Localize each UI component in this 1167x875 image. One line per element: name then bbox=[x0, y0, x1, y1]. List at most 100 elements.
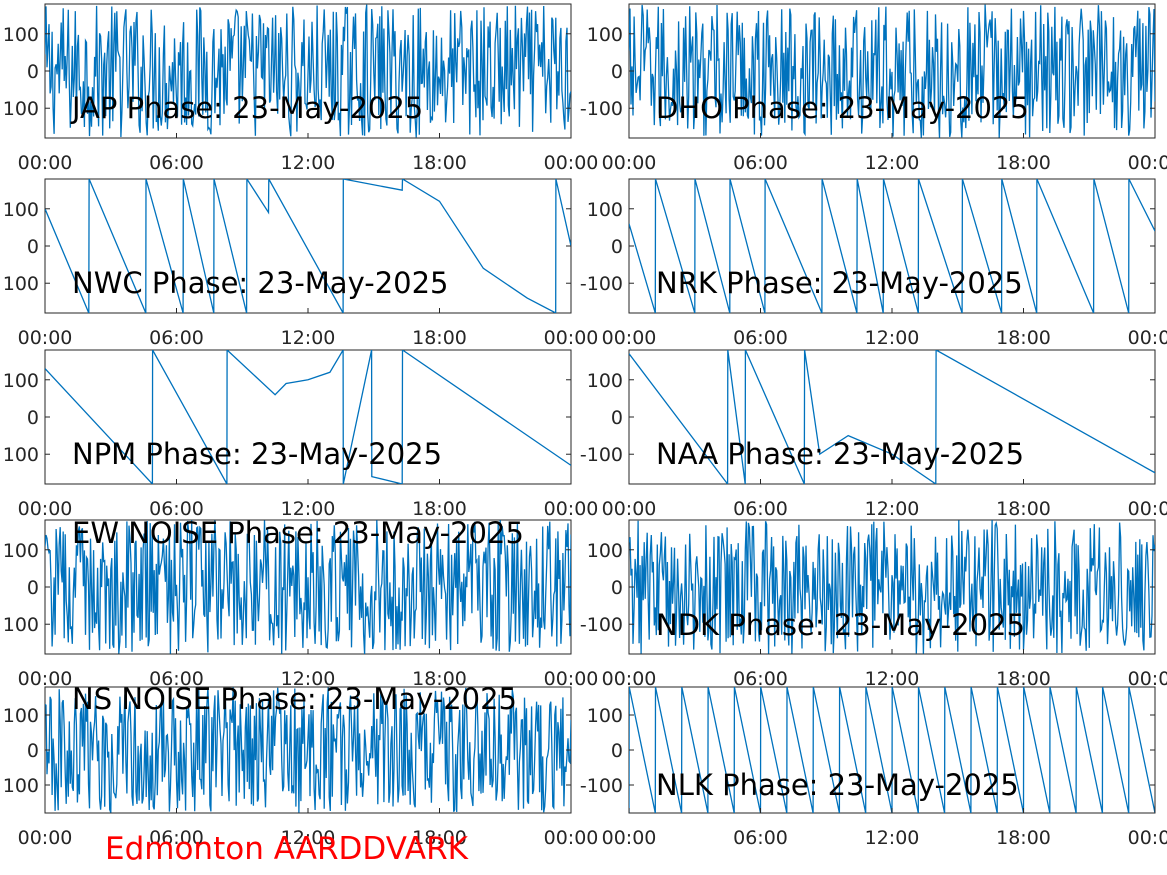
x-tick-label: 18:00 bbox=[996, 827, 1051, 849]
x-tick-label: 06:00 bbox=[149, 827, 204, 849]
x-tick-label: 18:00 bbox=[412, 668, 467, 690]
y-tick-label: 0 bbox=[27, 61, 39, 83]
panel-title: NDK Phase: 23-May-2025 bbox=[656, 608, 1025, 642]
x-tick-label: 06:00 bbox=[149, 498, 204, 520]
y-tick-label: -100 bbox=[580, 444, 623, 466]
x-tick-label: 00:00 bbox=[544, 327, 599, 349]
panel-7: 100 0 100 00:00 06:00 12:00 18:00 00:00 EW NOISE… bbox=[3, 516, 599, 690]
panel-1: 100 0 100 00:00 06:00 12:00 18:00 00:00 JAP Phas… bbox=[3, 3, 599, 174]
y-tick-label: 100 bbox=[587, 540, 623, 562]
x-tick-label: 12:00 bbox=[865, 498, 920, 520]
panel-title: NAA Phase: 23-May-2025 bbox=[656, 437, 1024, 471]
x-tick-label: 12:00 bbox=[281, 827, 336, 849]
y-tick-label: 100 bbox=[3, 98, 39, 120]
y-tick-label: 100 bbox=[3, 775, 39, 797]
y-tick-label: 100 bbox=[3, 705, 39, 727]
x-tick-label: 12:00 bbox=[865, 327, 920, 349]
x-tick-label: 06:00 bbox=[733, 827, 788, 849]
x-tick-label: 18:00 bbox=[412, 327, 467, 349]
y-tick-label: 0 bbox=[611, 236, 623, 258]
x-tick-label: 00:00 bbox=[1128, 668, 1167, 690]
series-line bbox=[45, 350, 571, 484]
panel-6: 100 0 -100 00:00 06:00 12:00 18:00 00:00 NAA Pha… bbox=[580, 349, 1167, 520]
series-line bbox=[45, 520, 571, 654]
panel-title: NS NOISE Phase: 23-May-2025 bbox=[72, 682, 517, 716]
x-tick-label: 00:00 bbox=[544, 498, 599, 520]
x-tick-label: 06:00 bbox=[149, 327, 204, 349]
x-tick-label: 06:00 bbox=[149, 668, 204, 690]
panel-5: 100 0 100 00:00 06:00 12:00 18:00 00:00 NPM Phas… bbox=[3, 349, 599, 520]
x-tick-label: 12:00 bbox=[281, 668, 336, 690]
series-line bbox=[629, 520, 1155, 654]
panel-4: 100 0 -100 00:00 06:00 12:00 18:00 00:00 NRK Pha… bbox=[580, 178, 1167, 349]
x-tick-label: 00:00 bbox=[18, 827, 73, 849]
y-tick-label: 100 bbox=[3, 273, 39, 295]
panel-9: 100 0 100 00:00 06:00 12:00 18:00 00:00 NS NOISE… bbox=[3, 682, 599, 849]
panel-title: JAP Phase: 23-May-2025 bbox=[70, 91, 423, 125]
x-tick-label: 00:00 bbox=[1128, 327, 1167, 349]
x-tick-label: 18:00 bbox=[996, 152, 1051, 174]
y-tick-label: 100 bbox=[3, 370, 39, 392]
series-line bbox=[45, 687, 571, 813]
series-line bbox=[629, 179, 1155, 313]
series-line bbox=[629, 687, 1155, 813]
y-tick-label: 100 bbox=[3, 24, 39, 46]
panel-title: EW NOISE Phase: 23-May-2025 bbox=[72, 516, 524, 550]
y-tick-label: 100 bbox=[3, 199, 39, 221]
x-tick-label: 00:00 bbox=[1128, 827, 1167, 849]
x-tick-label: 12:00 bbox=[281, 498, 336, 520]
y-tick-label: 0 bbox=[611, 61, 623, 83]
y-tick-label: 0 bbox=[611, 577, 623, 599]
y-tick-label: 100 bbox=[587, 370, 623, 392]
x-tick-label: 00:00 bbox=[18, 327, 73, 349]
x-tick-label: 18:00 bbox=[996, 327, 1051, 349]
y-tick-label: 100 bbox=[587, 705, 623, 727]
x-tick-label: 12:00 bbox=[865, 827, 920, 849]
site-label: Edmonton AARDDVARK bbox=[105, 831, 469, 867]
x-tick-label: 00:00 bbox=[544, 668, 599, 690]
x-tick-label: 12:00 bbox=[281, 152, 336, 174]
x-tick-label: 00:00 bbox=[544, 827, 599, 849]
y-tick-label: 100 bbox=[587, 24, 623, 46]
x-tick-label: 00:00 bbox=[602, 498, 657, 520]
y-tick-label: -100 bbox=[580, 775, 623, 797]
series-line bbox=[45, 179, 571, 313]
y-tick-label: 0 bbox=[611, 407, 623, 429]
panel-title: NRK Phase: 23-May-2025 bbox=[656, 266, 1023, 300]
y-tick-label: 100 bbox=[3, 444, 39, 466]
x-tick-label: 00:00 bbox=[1128, 498, 1167, 520]
panel-title: DHO Phase: 23-May-2025 bbox=[656, 91, 1029, 125]
panel-title: NLK Phase: 23-May-2025 bbox=[656, 768, 1019, 802]
plot-area bbox=[44, 178, 572, 314]
y-tick-label: 0 bbox=[27, 577, 39, 599]
x-tick-label: 00:00 bbox=[602, 152, 657, 174]
x-tick-label: 18:00 bbox=[412, 152, 467, 174]
panel-title: NPM Phase: 23-May-2025 bbox=[72, 437, 442, 471]
x-tick-label: 18:00 bbox=[996, 498, 1051, 520]
x-tick-label: 00:00 bbox=[602, 668, 657, 690]
x-tick-label: 06:00 bbox=[733, 327, 788, 349]
y-tick-label: 100 bbox=[3, 614, 39, 636]
x-tick-label: 12:00 bbox=[281, 327, 336, 349]
series-line bbox=[629, 4, 1155, 138]
x-tick-label: 12:00 bbox=[865, 668, 920, 690]
x-tick-label: 00:00 bbox=[1128, 152, 1167, 174]
x-tick-label: 18:00 bbox=[412, 827, 467, 849]
x-tick-label: 06:00 bbox=[149, 152, 204, 174]
panels: 100 0 100 00:00 06:00 12:00 18:00 00:00 JAP Phas… bbox=[3, 3, 1167, 849]
y-tick-label: -100 bbox=[580, 98, 623, 120]
panel-2: 100 0 -100 00:00 06:00 12:00 18:00 00:00 DHO Pha… bbox=[580, 3, 1167, 174]
y-tick-label: 0 bbox=[27, 236, 39, 258]
panel-10: 100 0 -100 00:00 06:00 12:00 18:00 00:00 NLK Pha… bbox=[580, 686, 1167, 849]
plot-area bbox=[628, 178, 1156, 314]
x-tick-label: 00:00 bbox=[18, 668, 73, 690]
series-line bbox=[45, 4, 571, 138]
panel-3: 100 0 100 00:00 06:00 12:00 18:00 00:00 NWC Phas… bbox=[3, 178, 599, 349]
plot-area bbox=[44, 349, 572, 485]
x-tick-label: 00:00 bbox=[544, 152, 599, 174]
plot-area bbox=[628, 349, 1156, 485]
x-tick-label: 00:00 bbox=[602, 327, 657, 349]
x-tick-label: 06:00 bbox=[733, 668, 788, 690]
y-tick-label: 0 bbox=[27, 740, 39, 762]
